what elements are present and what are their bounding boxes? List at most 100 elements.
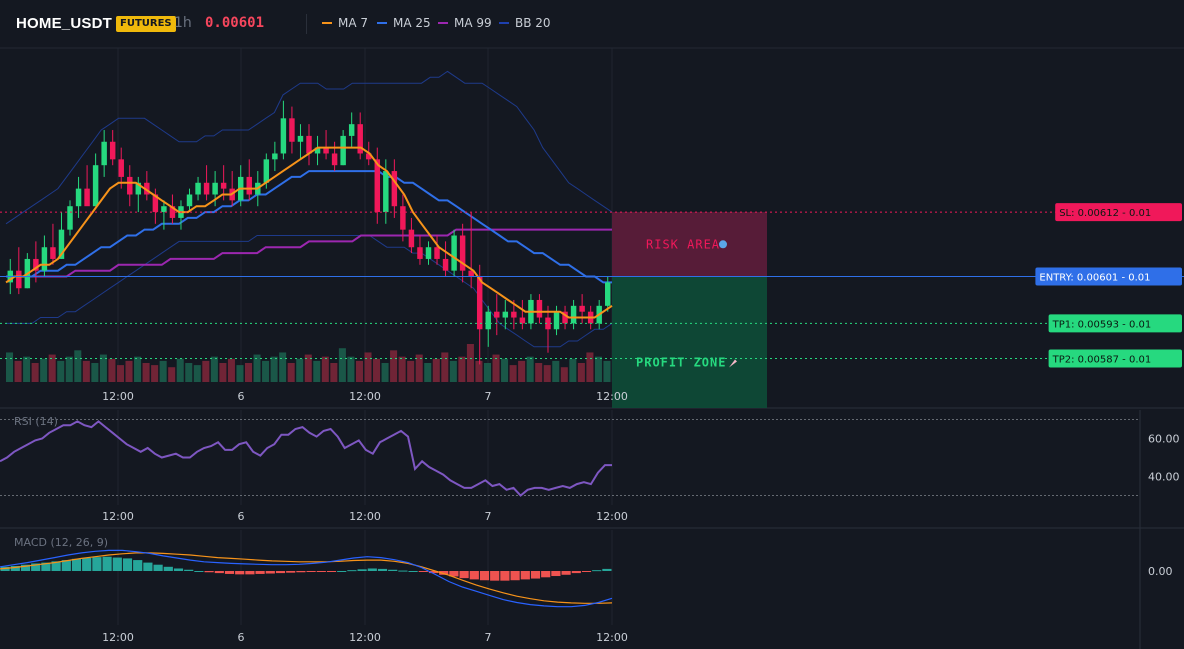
macd-hist-bar xyxy=(500,571,510,581)
candle-body xyxy=(50,247,56,259)
macd-hist-bar xyxy=(367,568,377,571)
macd-hist-bar xyxy=(347,570,357,572)
volume-bar xyxy=(31,363,39,382)
legend-ma25[interactable]: MA 25 xyxy=(377,16,431,30)
volume-bar xyxy=(381,363,389,382)
last-price: 0.00601 xyxy=(205,15,265,31)
volume-bar xyxy=(176,358,184,382)
legend-ma99-swatch xyxy=(438,22,448,24)
risk-area-label: RISK AREA xyxy=(646,237,720,251)
macd-hist-bar xyxy=(602,568,612,571)
macd-hist-bar xyxy=(449,571,459,577)
candle-body xyxy=(16,270,22,289)
candle-body xyxy=(186,194,193,207)
macd-hist-bar xyxy=(479,571,490,581)
legend-ma25-swatch xyxy=(377,22,387,24)
price-x-tick: 12:00 xyxy=(596,390,628,403)
candle-body xyxy=(101,141,107,166)
volume-bar xyxy=(219,363,227,382)
rsi-y-tick: 40.00 xyxy=(1148,471,1180,484)
volume-bar xyxy=(168,367,176,382)
ma25-line xyxy=(6,170,612,284)
candle-body xyxy=(212,182,218,195)
shield-icon xyxy=(719,240,727,249)
candle-body xyxy=(485,311,491,330)
interval-label[interactable]: 1h xyxy=(174,15,192,31)
candle-body xyxy=(391,171,398,207)
candle-body xyxy=(306,135,312,154)
macd-hist-bar xyxy=(265,571,275,574)
candle-body xyxy=(383,171,389,213)
legend-ma7[interactable]: MA 7 xyxy=(322,16,368,30)
volume-bar xyxy=(330,363,338,382)
volume-bar xyxy=(14,360,22,382)
volume-bar xyxy=(270,356,278,382)
macd-hist-bar xyxy=(510,571,520,581)
candle-body xyxy=(169,206,176,218)
volume-bar xyxy=(569,358,577,382)
macd-hist-bar xyxy=(561,571,571,575)
volume-bar xyxy=(338,348,346,382)
macd-hist-bar xyxy=(71,558,82,571)
candle-body xyxy=(195,182,201,195)
macd-signal-line xyxy=(0,552,613,604)
volume-bar xyxy=(57,360,65,382)
macd-hist-bar xyxy=(530,571,541,579)
price-x-tick: 6 xyxy=(238,390,245,403)
volume-bar xyxy=(577,363,585,382)
macd-hist-bar xyxy=(388,569,398,571)
candle-body xyxy=(366,153,372,160)
macd-line xyxy=(0,549,613,608)
volume-bar xyxy=(236,365,244,382)
volume-bar xyxy=(287,363,295,382)
macd-hist-bar xyxy=(92,557,102,571)
macd-hist-bar xyxy=(235,571,245,575)
candle-body xyxy=(459,235,466,271)
candle-body xyxy=(348,124,355,136)
candle-body xyxy=(127,176,133,195)
profit-zone xyxy=(612,276,767,408)
candle-body xyxy=(476,276,483,330)
price-x-tick: 7 xyxy=(485,390,492,403)
macd-hist-bar xyxy=(469,571,479,580)
volume-bar xyxy=(560,367,568,382)
symbol-name[interactable]: HOME_USDT xyxy=(16,15,112,32)
volume-bar xyxy=(125,360,133,382)
candle-body xyxy=(289,118,295,142)
volume-bar xyxy=(603,360,611,382)
legend-ma99-label: MA 99 xyxy=(454,16,492,30)
volume-bar xyxy=(501,358,509,382)
legend-ma99[interactable]: MA 99 xyxy=(438,16,492,30)
legend-ma7-swatch xyxy=(322,22,332,24)
candle-body xyxy=(340,135,346,166)
macd-hist-bar xyxy=(439,571,449,575)
candle-body xyxy=(605,282,611,306)
volume-bar xyxy=(526,356,534,382)
macd-hist-bar xyxy=(143,562,153,571)
macd-x-tick: 6 xyxy=(238,631,245,644)
candle-body xyxy=(272,153,278,160)
candle-body xyxy=(434,247,440,259)
candle-body xyxy=(536,299,543,318)
macd-hist-bar xyxy=(520,571,530,580)
candle-body xyxy=(280,118,287,154)
macd-hist-bar xyxy=(245,571,255,575)
macd-hist-bar xyxy=(133,560,143,571)
candle-body xyxy=(118,159,124,177)
macd-hist-bar xyxy=(204,571,214,573)
candle-body xyxy=(161,206,167,213)
volume-bar xyxy=(108,358,116,382)
volume-bar xyxy=(48,354,56,382)
candle-body xyxy=(519,317,526,324)
volume-bar xyxy=(279,352,287,382)
candle-body xyxy=(331,153,338,166)
legend-bb20[interactable]: BB 20 xyxy=(499,16,551,30)
volume-bar xyxy=(23,356,31,382)
volume-bar xyxy=(193,365,201,382)
macd-hist-bar xyxy=(153,564,163,571)
macd-hist-bar xyxy=(10,565,20,571)
macd-hist-bar xyxy=(326,571,337,572)
candle-body xyxy=(135,182,142,195)
macd-title: MACD (12, 26, 9) xyxy=(14,536,108,549)
